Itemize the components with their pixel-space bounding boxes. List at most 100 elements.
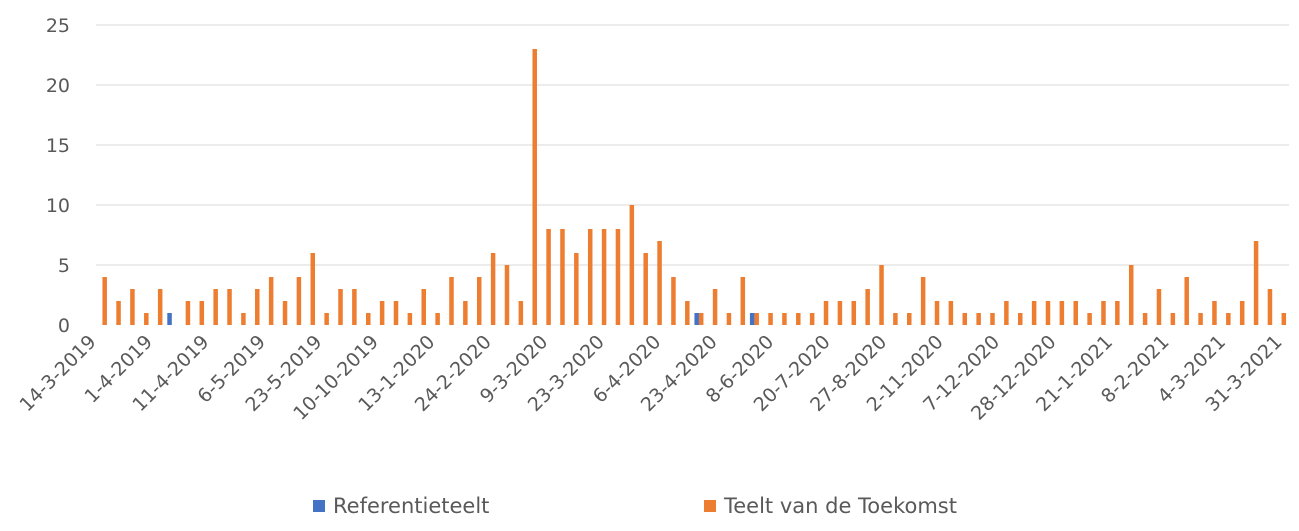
bar-teelt-van-de-toekomst — [1128, 265, 1134, 325]
bars — [102, 49, 1287, 325]
bar-teelt-van-de-toekomst — [823, 301, 829, 325]
bar-teelt-van-de-toekomst — [282, 301, 288, 325]
bar-teelt-van-de-toekomst — [920, 277, 926, 325]
bar-teelt-van-de-toekomst — [1017, 313, 1023, 325]
bar-teelt-van-de-toekomst — [782, 313, 787, 325]
bar-teelt-van-de-toekomst — [476, 277, 482, 325]
bar-teelt-van-de-toekomst — [1226, 313, 1231, 325]
y-axis-ticks: 0 5 10 15 20 25 — [46, 15, 70, 337]
bar-teelt-van-de-toekomst — [213, 289, 218, 325]
bar-teelt-van-de-toekomst — [740, 277, 746, 325]
legend-label-teelt-van-de-toekomst: Teelt van de Toekomst — [724, 494, 957, 518]
bar-teelt-van-de-toekomst — [934, 301, 940, 325]
legend: Referentieteelt Teelt van de Toekomst — [0, 494, 1299, 524]
bar-teelt-van-de-toekomst — [352, 289, 357, 325]
bar-teelt-van-de-toekomst — [546, 229, 551, 325]
bar-teelt-van-de-toekomst — [407, 313, 413, 325]
bar-teelt-van-de-toekomst — [976, 313, 981, 325]
bar-teelt-van-de-toekomst — [671, 277, 676, 325]
y-tick-label: 0 — [58, 315, 70, 337]
bar-teelt-van-de-toekomst — [601, 229, 607, 325]
y-tick-label: 10 — [46, 195, 70, 217]
bar-teelt-van-de-toekomst — [338, 289, 343, 325]
bar-teelt-van-de-toekomst — [1156, 289, 1162, 325]
bar-teelt-van-de-toekomst — [796, 313, 801, 325]
bar-teelt-van-de-toekomst — [1267, 289, 1273, 325]
bar-teelt-van-de-toekomst — [518, 301, 524, 325]
bar-teelt-van-de-toekomst — [893, 313, 898, 325]
bar-teelt-van-de-toekomst — [199, 301, 205, 325]
bar-teelt-van-de-toekomst — [726, 313, 732, 325]
bar-teelt-van-de-toekomst — [1004, 301, 1009, 325]
gridlines — [96, 24, 1289, 266]
bar-teelt-van-de-toekomst — [1115, 301, 1120, 325]
bar-teelt-van-de-toekomst — [768, 313, 773, 325]
bar-teelt-van-de-toekomst — [948, 301, 954, 325]
bar-teelt-van-de-toekomst — [463, 301, 468, 325]
bar-teelt-van-de-toekomst — [587, 229, 593, 325]
legend-swatch-orange — [704, 500, 716, 512]
bar-teelt-van-de-toekomst — [809, 313, 815, 325]
bar-teelt-van-de-toekomst — [907, 313, 912, 325]
bar-teelt-van-de-toekomst — [851, 301, 857, 325]
bar-teelt-van-de-toekomst — [435, 313, 440, 325]
bar-teelt-van-de-toekomst — [1045, 301, 1051, 325]
bar-chart: 0 5 10 15 20 25 14-3-20191-4-201911-4-20196-5… — [15, 15, 1289, 425]
bar-teelt-van-de-toekomst — [657, 241, 662, 325]
bar-teelt-van-de-toekomst — [615, 229, 621, 325]
y-tick-label: 20 — [46, 75, 70, 97]
bar-teelt-van-de-toekomst — [490, 253, 496, 325]
bar-teelt-van-de-toekomst — [379, 301, 385, 325]
bar-teelt-van-de-toekomst — [754, 313, 759, 325]
bar-teelt-van-de-toekomst — [1059, 301, 1065, 325]
bar-teelt-van-de-toekomst — [310, 253, 316, 325]
bar-teelt-van-de-toekomst — [532, 49, 537, 325]
bar-teelt-van-de-toekomst — [1142, 313, 1148, 325]
bar-teelt-van-de-toekomst — [296, 277, 302, 325]
bar-teelt-van-de-toekomst — [324, 313, 329, 325]
bar-teelt-van-de-toekomst — [116, 301, 121, 325]
legend-swatch-blue — [313, 500, 325, 512]
bar-teelt-van-de-toekomst — [1198, 313, 1203, 325]
y-tick-label: 15 — [46, 135, 70, 157]
y-tick-label: 25 — [46, 15, 70, 37]
bar-teelt-van-de-toekomst — [962, 313, 968, 325]
bar-teelt-van-de-toekomst — [157, 289, 163, 325]
bar-teelt-van-de-toekomst — [504, 265, 510, 325]
bar-teelt-van-de-toekomst — [1170, 313, 1176, 325]
bar-teelt-van-de-toekomst — [560, 229, 565, 325]
bar-teelt-van-de-toekomst — [1087, 313, 1092, 325]
bar-referentieteelt — [749, 313, 755, 325]
bar-teelt-van-de-toekomst — [990, 313, 995, 325]
bar-teelt-van-de-toekomst — [865, 289, 870, 325]
bar-teelt-van-de-toekomst — [1073, 301, 1078, 325]
bar-teelt-van-de-toekomst — [643, 253, 648, 325]
bar-teelt-van-de-toekomst — [227, 289, 232, 325]
bar-teelt-van-de-toekomst — [144, 313, 149, 325]
bar-teelt-van-de-toekomst — [712, 289, 718, 325]
bar-teelt-van-de-toekomst — [698, 313, 704, 325]
y-tick-label: 5 — [58, 255, 70, 277]
bar-teelt-van-de-toekomst — [1031, 301, 1037, 325]
legend-item-teelt-van-de-toekomst: Teelt van de Toekomst — [704, 494, 957, 518]
legend-label-referentieteelt: Referentieteelt — [333, 494, 490, 518]
x-axis-ticks: 14-3-20191-4-201911-4-20196-5-201923-5-2… — [15, 331, 1286, 425]
bar-teelt-van-de-toekomst — [268, 277, 274, 325]
bar-teelt-van-de-toekomst — [255, 289, 260, 325]
bar-referentieteelt — [167, 313, 172, 325]
bar-teelt-van-de-toekomst — [366, 313, 371, 325]
legend-item-referentieteelt: Referentieteelt — [313, 494, 489, 518]
bar-teelt-van-de-toekomst — [130, 289, 135, 325]
bar-teelt-van-de-toekomst — [629, 205, 635, 325]
x-tick-label: 14-3-2019 — [15, 331, 100, 416]
bar-teelt-van-de-toekomst — [1101, 301, 1106, 325]
bar-teelt-van-de-toekomst — [1212, 301, 1217, 325]
bar-teelt-van-de-toekomst — [1184, 277, 1189, 325]
bar-teelt-van-de-toekomst — [1281, 313, 1287, 325]
bar-teelt-van-de-toekomst — [685, 301, 690, 325]
bar-teelt-van-de-toekomst — [185, 301, 191, 325]
bar-teelt-van-de-toekomst — [1239, 301, 1245, 325]
bar-teelt-van-de-toekomst — [574, 253, 579, 325]
bar-teelt-van-de-toekomst — [421, 289, 426, 325]
bar-teelt-van-de-toekomst — [1253, 241, 1259, 325]
